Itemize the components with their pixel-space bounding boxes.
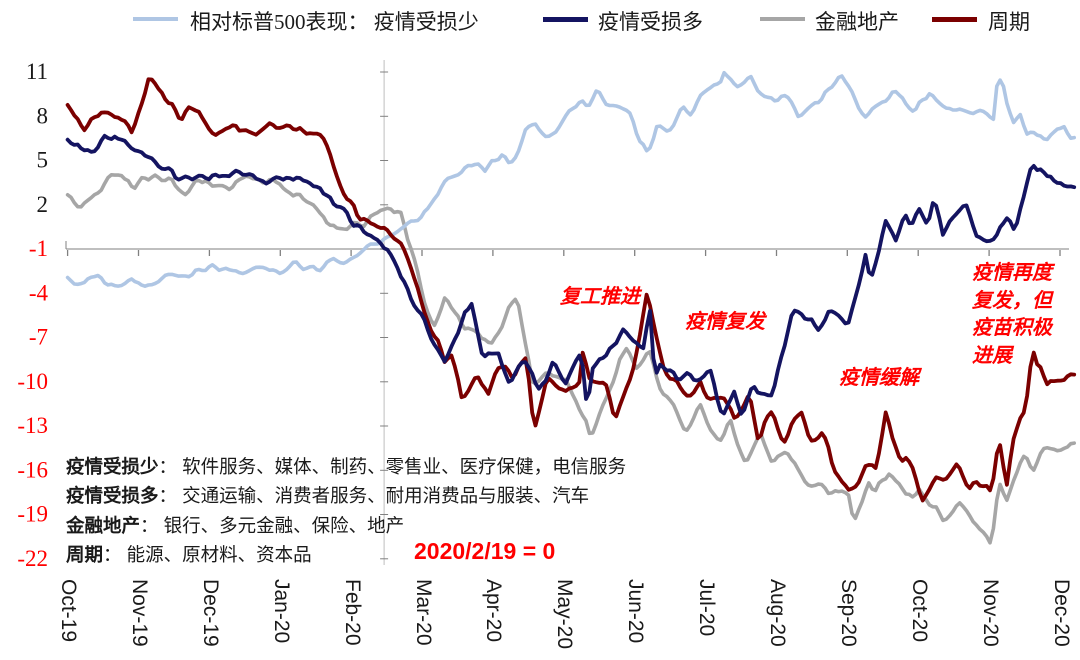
svg-text:11: 11 <box>26 59 48 84</box>
svg-text:-10: -10 <box>17 369 48 394</box>
svg-text:2: 2 <box>37 192 49 217</box>
svg-text:8: 8 <box>37 103 49 128</box>
svg-text:5: 5 <box>37 148 49 173</box>
svg-text:-19: -19 <box>17 502 48 527</box>
svg-text:-4: -4 <box>29 280 49 305</box>
svg-text:-13: -13 <box>17 413 48 438</box>
svg-text:-16: -16 <box>17 457 48 482</box>
svg-text:-1: -1 <box>29 236 48 261</box>
svg-text:-7: -7 <box>29 325 48 350</box>
svg-text:-22: -22 <box>17 546 48 571</box>
